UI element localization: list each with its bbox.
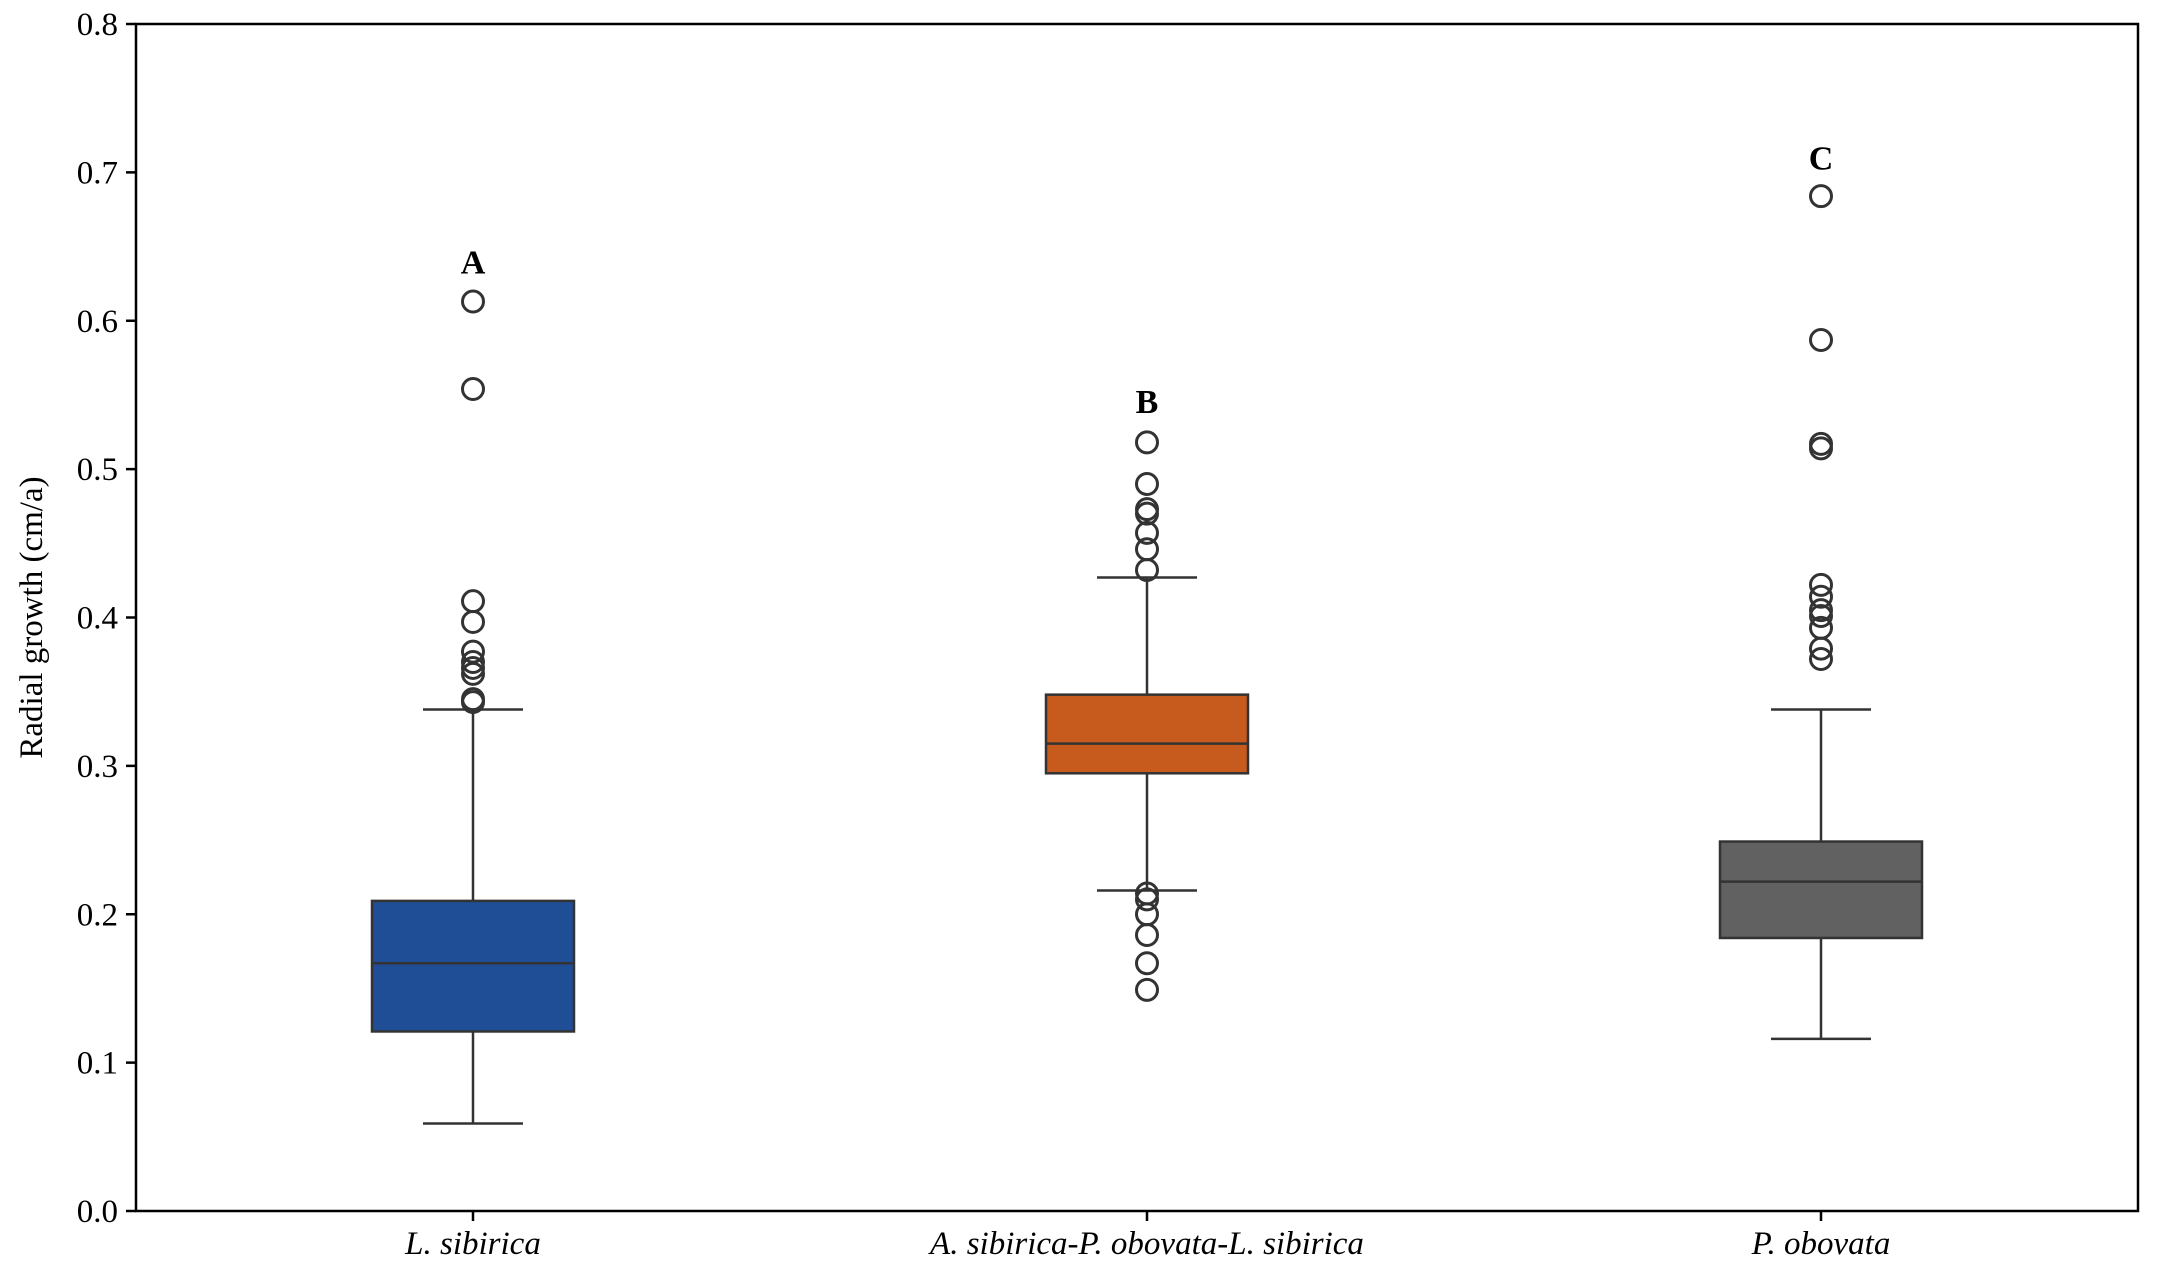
y-tick-label: 0.0 <box>77 1194 118 1230</box>
outlier-point <box>1135 471 1159 496</box>
x-category-label: A. sibirica-P. obovata-L. sibirica <box>928 1226 1364 1262</box>
y-tick-label: 0.7 <box>77 155 118 191</box>
y-tick-label: 0.3 <box>77 749 118 785</box>
outlier-point <box>1809 647 1833 672</box>
outlier-point <box>1809 584 1833 609</box>
y-tick-label: 0.5 <box>77 452 118 488</box>
y-tick-label: 0.6 <box>77 304 118 340</box>
outlier-point <box>1135 558 1159 583</box>
plot-area-frame <box>134 22 2140 1213</box>
y-tick-label: 0.4 <box>77 601 118 637</box>
box-iqr <box>1718 840 1924 940</box>
box-iqr <box>370 899 576 1033</box>
outlier-point <box>1135 537 1159 562</box>
significance-letter: C <box>1809 141 1834 178</box>
outlier-point <box>1809 436 1833 461</box>
y-axis-title: Radial growth (cm/a) <box>14 476 50 758</box>
outlier-point <box>461 690 485 715</box>
box-group: C <box>1718 141 1924 1041</box>
outlier-point <box>1135 923 1159 948</box>
outlier-point <box>1135 520 1159 545</box>
outlier-point <box>1809 184 1833 209</box>
outlier-point <box>461 609 485 634</box>
outlier-point <box>1809 572 1833 597</box>
box-iqr <box>1044 693 1250 775</box>
outlier-point <box>1135 902 1159 927</box>
significance-letter: B <box>1136 384 1159 421</box>
outlier-point <box>1135 430 1159 455</box>
outlier-point <box>461 650 485 675</box>
outlier-point <box>461 655 485 680</box>
outlier-point <box>1135 501 1159 526</box>
outlier-point <box>1135 951 1159 976</box>
outlier-point <box>1809 598 1833 623</box>
boxes-layer: A B C <box>370 141 1924 1125</box>
x-axis: L. sibirica A. sibirica-P. obovata-L. sib… <box>404 1211 1890 1262</box>
outlier-point <box>461 377 485 402</box>
y-axis: 0.0 0.1 0.2 0.3 0.4 0.5 0.6 0.7 0.8 <box>77 7 136 1230</box>
outlier-point <box>1135 887 1159 912</box>
outlier-point <box>1135 977 1159 1002</box>
x-category-label: L. sibirica <box>404 1226 541 1262</box>
outlier-point <box>1809 604 1833 629</box>
y-tick-label: 0.1 <box>77 1046 118 1082</box>
outlier-point <box>1809 328 1833 353</box>
outlier-point <box>461 589 485 614</box>
box-group: A <box>370 244 576 1125</box>
y-tick-label: 0.8 <box>77 7 118 43</box>
significance-letter: A <box>461 244 486 281</box>
outlier-point <box>461 661 485 686</box>
x-category-label: P. obovata <box>1751 1226 1891 1262</box>
outlier-point <box>1809 636 1833 661</box>
box-group: B <box>1044 384 1250 1002</box>
y-tick-label: 0.2 <box>77 897 118 933</box>
outlier-point <box>461 289 485 314</box>
